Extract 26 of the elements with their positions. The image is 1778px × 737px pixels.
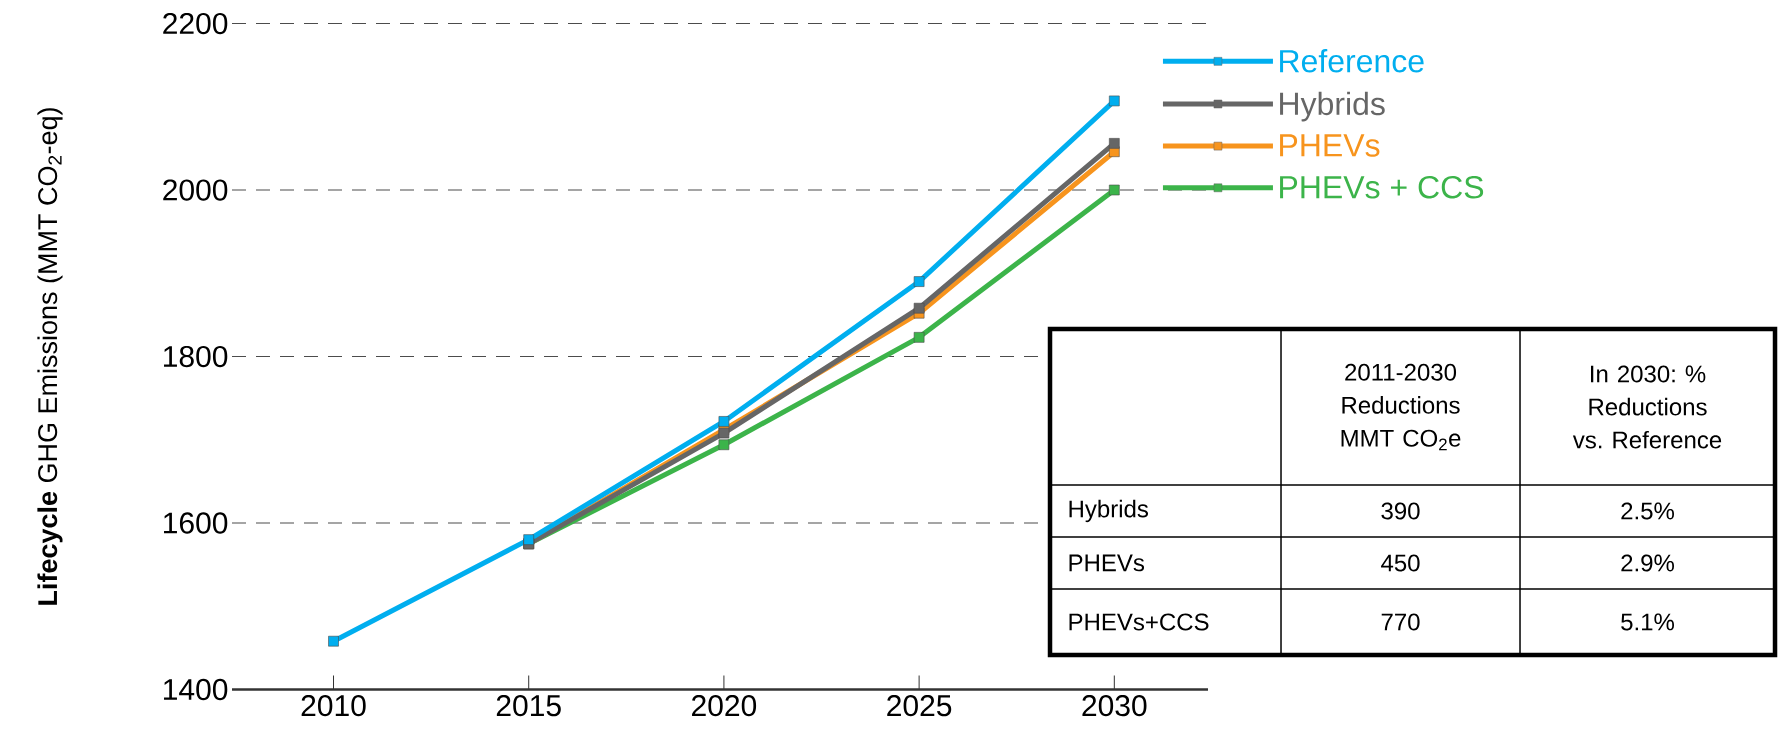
y-axis-title: Lifecycle GHG Emissions (MMT CO$_{2}$-eq) [37,108,63,605]
x-tick-label: 2020 [692,695,757,717]
legend-label: Hybrids [1280,91,1385,122]
y-tick-label: 2200 [163,12,228,35]
text: 2011-2030 Reductions MMT CO$_{2}$e [1341,363,1461,451]
text: In 2030: % Reductions vs. Reference [1572,365,1722,449]
y-tick-label: 1600 [164,512,228,534]
x-tick-label: 2030 [1082,695,1147,717]
annotation: Hybrids [1069,499,1149,523]
annotation: PHEVs [1069,554,1145,572]
text: 390 [1381,502,1420,520]
text: 450 [1381,554,1420,572]
y-tick-label: 1400 [164,678,228,701]
text: 2.5% [1621,502,1675,520]
x-tick-label: 2010 [301,695,366,717]
y-tick-label: 2000 [163,179,228,201]
legend-label: PHEVs + CCS [1280,175,1484,199]
annotation: PHEVs+CCS [1069,613,1209,631]
text: 2.9% [1621,554,1675,572]
text: 5.1% [1621,613,1675,631]
x-tick-label: 2015 [496,695,561,717]
y-tick-label: 1800 [164,345,228,368]
text: 770 [1381,613,1420,631]
legend-label: Reference [1280,49,1424,73]
x-tick-label: 2025 [887,695,952,717]
legend-label: PHEVs [1280,134,1380,157]
